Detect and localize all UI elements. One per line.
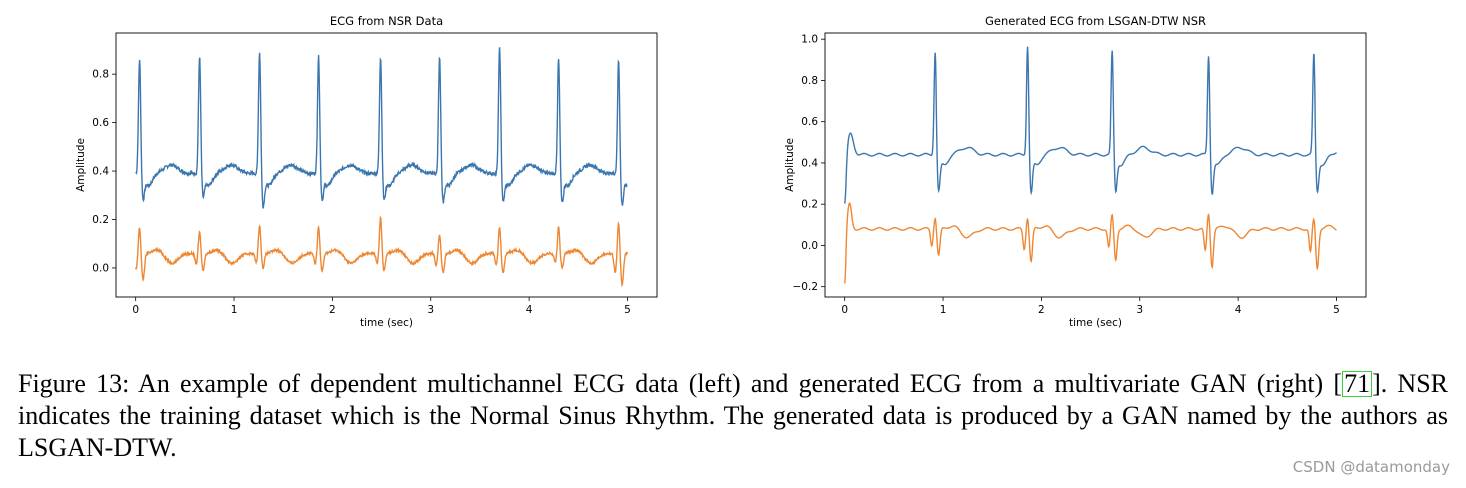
x-tick-label: 3 bbox=[427, 304, 434, 316]
figure: 0 1 2 3 4 5 0.0 0.2 0.4 0.6 0.8 ECG from NSR Data ti… bbox=[75, 14, 1367, 329]
chart-left-ecg-nsr: 0 1 2 3 4 5 0.0 0.2 0.4 0.6 0.8 ECG from NSR Data ti… bbox=[75, 14, 658, 329]
y-axis-label: Amplitude bbox=[784, 138, 796, 192]
x-tick-label: 5 bbox=[1333, 304, 1340, 316]
x-tick-label: 2 bbox=[329, 304, 336, 316]
x-axis-label: time (sec) bbox=[360, 317, 413, 329]
series-line-1 bbox=[135, 47, 628, 209]
chart-title: ECG from NSR Data bbox=[330, 14, 443, 28]
chart-right-generated-ecg: 0 1 2 3 4 5 −0.2 0.0 0.2 0.4 0.6 0.8 1.0 Generated EC… bbox=[784, 14, 1367, 329]
caption-text-suffix: . NSR indicates the training dataset whi… bbox=[18, 369, 1448, 462]
plot-frame bbox=[824, 32, 1367, 298]
y-tick-label: 0.8 bbox=[801, 75, 818, 87]
caption-ref-close: ] bbox=[1372, 369, 1381, 398]
citation-link[interactable]: 71 bbox=[1342, 369, 1373, 398]
x-tick-label: 4 bbox=[1235, 304, 1242, 316]
y-tick-label: 0.0 bbox=[92, 262, 109, 274]
y-tick-label: 0.6 bbox=[801, 116, 818, 128]
x-tick-label: 0 bbox=[841, 304, 848, 316]
y-tick-label: 0.4 bbox=[92, 166, 109, 178]
y-tick-label: 1.0 bbox=[801, 34, 818, 46]
x-tick-label: 2 bbox=[1038, 304, 1045, 316]
chart-title: Generated ECG from LSGAN-DTW NSR bbox=[985, 14, 1206, 28]
x-tick-label: 1 bbox=[940, 304, 947, 316]
x-axis-label: time (sec) bbox=[1069, 317, 1122, 329]
y-tick-label: 0.8 bbox=[92, 69, 109, 81]
y-tick-label: 0.2 bbox=[801, 199, 818, 211]
y-axis-label: Amplitude bbox=[75, 138, 87, 192]
caption-text-prefix: Figure 13: An example of dependent multi… bbox=[18, 369, 1324, 398]
x-tick-label: 1 bbox=[231, 304, 238, 316]
x-tick-label: 4 bbox=[526, 304, 533, 316]
y-tick-label: 0.0 bbox=[801, 240, 818, 252]
y-tick-label: 0.4 bbox=[801, 157, 818, 169]
series-line-2 bbox=[844, 202, 1337, 284]
y-tick-label: 0.2 bbox=[92, 214, 109, 226]
figure-caption: Figure 13: An example of dependent multi… bbox=[18, 368, 1448, 464]
x-tick-label: 0 bbox=[132, 304, 139, 316]
caption-ref-open: [ bbox=[1333, 369, 1343, 398]
series-line-2 bbox=[135, 215, 629, 288]
series-line-1 bbox=[844, 46, 1337, 204]
watermark: CSDN @datamonday bbox=[1292, 458, 1450, 476]
x-tick-label: 5 bbox=[624, 304, 631, 316]
plot-frame bbox=[115, 32, 658, 298]
y-tick-label: 0.6 bbox=[92, 117, 109, 129]
x-tick-label: 3 bbox=[1136, 304, 1143, 316]
y-tick-label: −0.2 bbox=[793, 281, 819, 293]
